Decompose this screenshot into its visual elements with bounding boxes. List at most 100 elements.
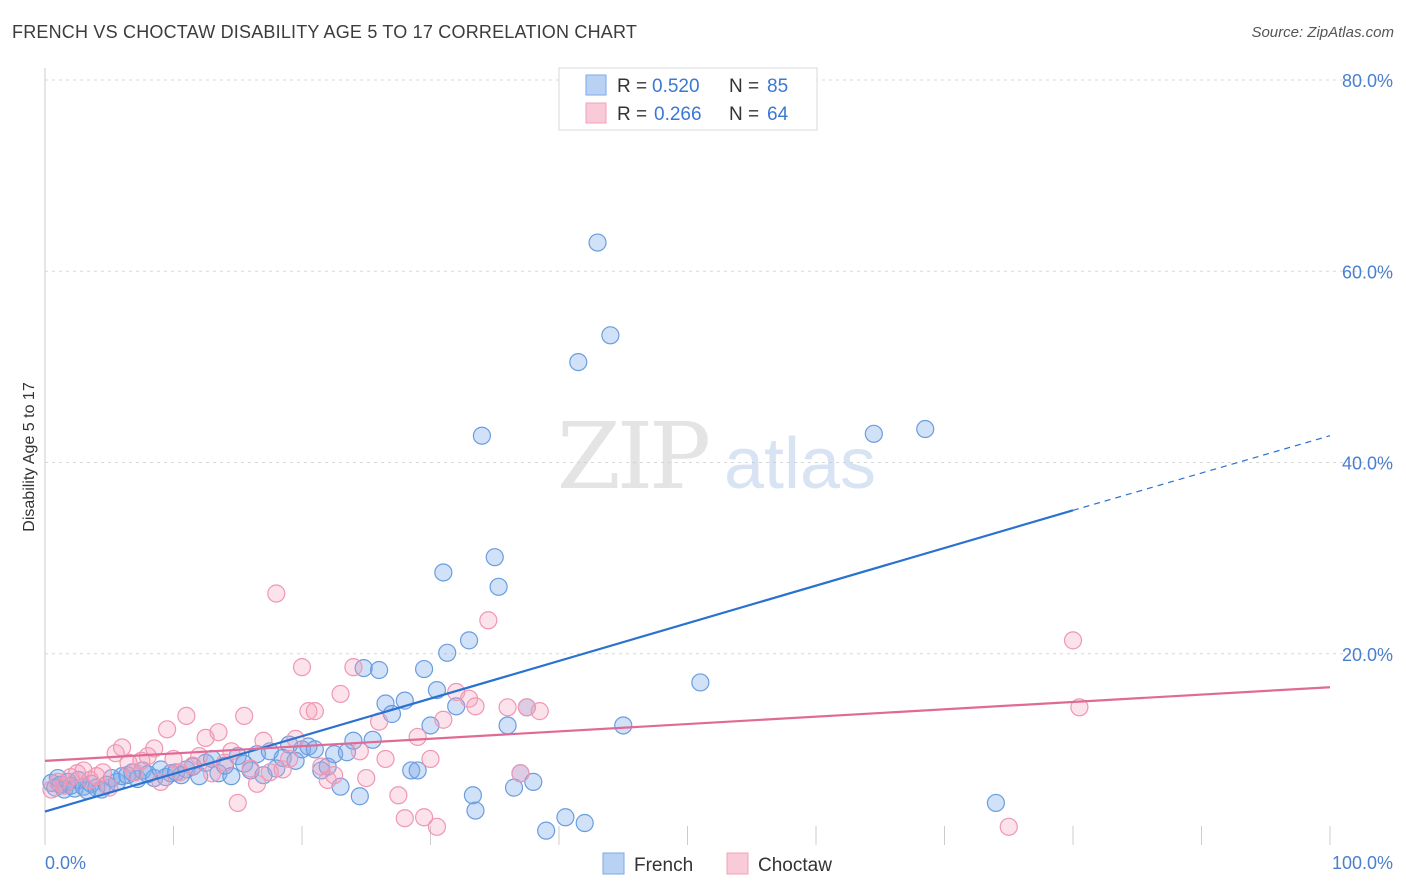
watermark-atlas: atlas bbox=[724, 424, 876, 504]
trend-layer bbox=[44, 435, 1331, 813]
french-point bbox=[459, 631, 479, 650]
choctaw-point bbox=[273, 760, 292, 779]
french-point bbox=[414, 659, 434, 679]
choctaw-point bbox=[408, 727, 427, 747]
legend-choctaw-n-label: N = bbox=[729, 104, 759, 125]
french-point bbox=[472, 426, 491, 445]
legend-choctaw-swatch bbox=[585, 102, 607, 124]
axes-layer bbox=[44, 68, 1331, 845]
chart-source: Source: ZipAtlas.com bbox=[1251, 24, 1394, 41]
legend-bottom: French Choctaw bbox=[602, 852, 832, 876]
choctaw-point bbox=[209, 723, 228, 742]
chart-title: FRENCH VS CHOCTAW DISABILITY AGE 5 TO 17… bbox=[12, 22, 638, 42]
choctaw-point bbox=[530, 702, 549, 721]
french-point bbox=[489, 577, 508, 596]
choctaw-point bbox=[350, 742, 369, 761]
choctaw-trend-line bbox=[44, 686, 1331, 762]
y-axis-label: Disability Age 5 to 17 bbox=[21, 382, 38, 532]
tick-labels: 20.0% 40.0% 60.0% 80.0% 0.0% 100.0% bbox=[45, 71, 1393, 873]
choctaw-point bbox=[1063, 631, 1083, 650]
choctaw-point bbox=[999, 817, 1018, 836]
french-point bbox=[305, 740, 324, 759]
choctaw-point bbox=[145, 739, 164, 758]
legend-choctaw-r-label: R = bbox=[617, 104, 647, 125]
choctaw-point bbox=[357, 768, 376, 788]
legend-choctaw-n-value: 64 bbox=[767, 104, 789, 125]
french-point bbox=[286, 751, 305, 770]
french-point bbox=[466, 801, 485, 820]
legend-top: R = 0.520 N = 85 R = 0.266 N = 64 bbox=[558, 67, 818, 131]
watermark-zip: ZIP bbox=[557, 403, 708, 510]
french-point bbox=[524, 772, 543, 791]
french-point bbox=[350, 787, 369, 806]
choctaw-point bbox=[235, 706, 254, 726]
choctaw-point bbox=[466, 697, 485, 716]
french-point bbox=[408, 761, 427, 780]
choctaw-point bbox=[511, 764, 530, 783]
y-tick-label: 40.0% bbox=[1342, 454, 1393, 474]
choctaw-point bbox=[498, 698, 517, 717]
x-tick-label: 0.0% bbox=[45, 853, 86, 873]
french-point bbox=[434, 563, 453, 582]
choctaw-point bbox=[376, 749, 395, 769]
french-point bbox=[569, 352, 588, 372]
legend-french-r-value: 0.520 bbox=[652, 76, 700, 97]
choctaw-point bbox=[177, 706, 196, 726]
french-trend-extension bbox=[1072, 435, 1331, 511]
legend-choctaw-r-value: 0.266 bbox=[654, 104, 702, 125]
choctaw-point bbox=[228, 793, 247, 813]
choctaw-point bbox=[427, 817, 447, 836]
french-point bbox=[601, 326, 620, 345]
y-tick-label: 20.0% bbox=[1342, 645, 1393, 665]
choctaw-point bbox=[331, 684, 350, 704]
legend-french-r-label: R = bbox=[617, 76, 647, 97]
choctaw-point bbox=[267, 584, 286, 603]
french-point bbox=[438, 643, 457, 662]
choctaw-point bbox=[190, 746, 209, 766]
choctaw-point bbox=[112, 738, 132, 757]
legend-french-swatch bbox=[585, 74, 607, 96]
choctaw-point bbox=[395, 809, 414, 828]
legend-french-n-value: 85 bbox=[767, 76, 788, 97]
points-layer bbox=[42, 233, 1089, 840]
choctaw-point bbox=[344, 658, 363, 677]
y-tick-label: 80.0% bbox=[1342, 71, 1393, 91]
choctaw-point bbox=[93, 763, 112, 782]
choctaw-point bbox=[421, 749, 440, 769]
choctaw-point bbox=[157, 720, 177, 739]
french-point bbox=[575, 813, 594, 833]
french-point bbox=[498, 716, 517, 735]
choctaw-point bbox=[247, 774, 267, 793]
x-tick-label: 100.0% bbox=[1332, 853, 1393, 873]
choctaw-point bbox=[479, 611, 498, 630]
choctaw-point bbox=[414, 808, 434, 827]
french-point bbox=[588, 233, 607, 252]
legend-bottom-french-swatch bbox=[602, 852, 625, 875]
choctaw-point bbox=[389, 786, 408, 805]
choctaw-point bbox=[305, 702, 324, 721]
watermark: ZIP atlas bbox=[557, 403, 876, 510]
legend-french-n-label: N = bbox=[729, 76, 759, 97]
choctaw-point bbox=[202, 764, 222, 783]
french-trend-line bbox=[44, 509, 1074, 813]
choctaw-point bbox=[292, 658, 312, 677]
french-point bbox=[916, 419, 935, 439]
choctaw-point bbox=[1070, 698, 1089, 717]
choctaw-point bbox=[280, 749, 299, 769]
french-point bbox=[691, 673, 710, 692]
choctaw-point bbox=[325, 766, 344, 785]
grid-layer bbox=[45, 79, 1393, 655]
french-point bbox=[344, 731, 363, 750]
french-point bbox=[370, 660, 389, 680]
french-point bbox=[614, 716, 633, 735]
choctaw-point bbox=[434, 710, 453, 729]
choctaw-point bbox=[299, 702, 318, 721]
french-point bbox=[537, 821, 556, 840]
legend-bottom-french-label: French bbox=[634, 855, 693, 876]
legend-bottom-choctaw-swatch bbox=[726, 852, 749, 875]
french-point bbox=[485, 548, 504, 567]
choctaw-point bbox=[241, 759, 260, 778]
legend-bottom-choctaw-label: Choctaw bbox=[758, 855, 832, 876]
french-point bbox=[463, 786, 483, 805]
